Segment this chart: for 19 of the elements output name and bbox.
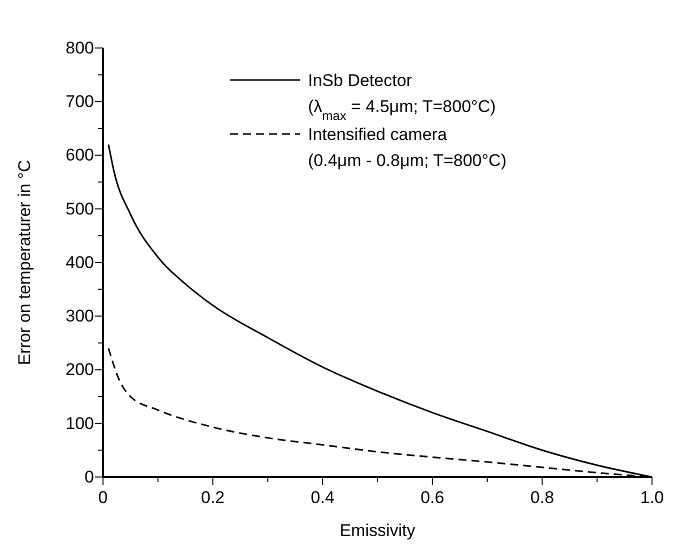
y-tick-label: 300	[66, 306, 94, 326]
y-tick-label: 0	[84, 467, 94, 486]
x-tick-label: 0.4	[310, 488, 334, 507]
y-tick-label: 400	[66, 252, 94, 272]
x-tick-label: 1.0	[640, 488, 664, 507]
y-tick-label: 800	[66, 38, 94, 58]
y-axis-title: Error on temperaturer in °C	[15, 160, 34, 366]
legend-label: Intensified camera (0.4μm - 0.8μm; T=800°C)	[308, 125, 506, 170]
y-tick-label: 700	[66, 92, 94, 112]
y-tick-label: 500	[66, 199, 94, 218]
x-tick-label: 0	[98, 488, 108, 507]
x-tick-label: 0.8	[530, 488, 554, 507]
x-tick-label: 0.6	[420, 488, 444, 507]
legend-label: InSb Detector (λ$_{max}$ = 4.5μm; T=800°C)	[308, 71, 496, 122]
y-tick-label: 100	[66, 414, 94, 433]
x-tick-label: 0.2	[200, 488, 225, 507]
x-axis-title: Emissivity	[340, 521, 416, 540]
y-tick-label: 600	[66, 146, 94, 165]
y-tick-label: 200	[66, 360, 94, 380]
